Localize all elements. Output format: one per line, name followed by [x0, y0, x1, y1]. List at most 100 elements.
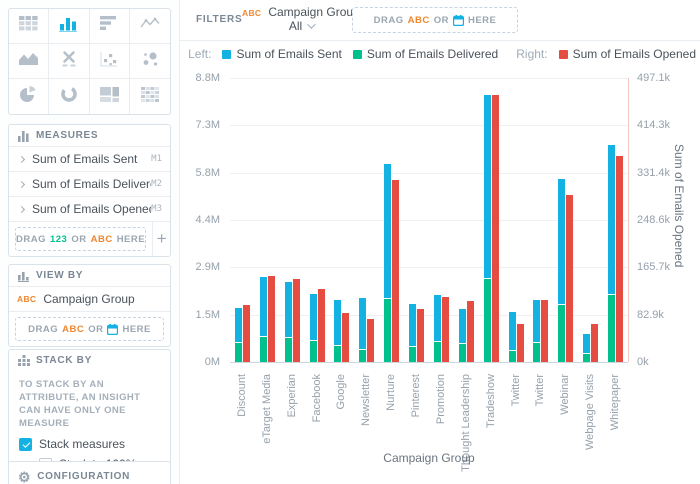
- grid-line: [230, 78, 628, 79]
- bar-sent-8[interactable]: [433, 295, 441, 341]
- picker-treemap[interactable]: [90, 79, 130, 114]
- x-axis-category-label: Promotion: [434, 374, 447, 425]
- bar-opened-14[interactable]: [591, 324, 599, 362]
- legend-right-axis-label: Right:: [516, 47, 548, 61]
- y-axis-tick-left: 2.9M: [195, 261, 220, 274]
- legend-left-axis-label: Left:: [188, 47, 212, 61]
- picker-pie-chart[interactable]: [9, 79, 50, 114]
- add-measure-button[interactable]: +: [152, 222, 170, 256]
- bar-sent-4[interactable]: [334, 299, 342, 345]
- view-by-drop-zone[interactable]: DRAG ABC OR HERE: [15, 317, 164, 341]
- bar-sent-3[interactable]: [309, 294, 317, 340]
- grid-line: [230, 314, 628, 316]
- bar-opened-13[interactable]: [566, 195, 574, 362]
- bar-opened-12[interactable]: [541, 300, 549, 362]
- bar-opened-0[interactable]: [242, 304, 250, 362]
- legend-swatch: [558, 49, 568, 59]
- checkbox-stack-measures[interactable]: Stack measures: [9, 434, 170, 454]
- bar-sent-9[interactable]: [458, 309, 466, 344]
- bar-opened-10[interactable]: [491, 94, 499, 362]
- line-chart-icon: [140, 16, 160, 36]
- picker-bubble-chart[interactable]: [129, 44, 170, 79]
- bar-sent-6[interactable]: [384, 164, 392, 299]
- bar-delivered-11[interactable]: [508, 351, 516, 362]
- bar-sent-14[interactable]: [583, 333, 591, 354]
- right-axis-title: Sum of Emails Opened: [672, 144, 686, 268]
- bar-opened-11[interactable]: [516, 324, 524, 362]
- measure-item-m2[interactable]: Sum of Emails Delivered M2: [9, 171, 170, 196]
- filter-campaign-group[interactable]: ABC Campaign Group: All: [242, 5, 364, 33]
- bar-sent-15[interactable]: [608, 144, 616, 295]
- filters-drop-zone[interactable]: DRAG ABC OR HERE: [352, 7, 518, 33]
- bar-opened-6[interactable]: [392, 179, 400, 362]
- view-by-item-campaign-group[interactable]: ABC Campaign Group: [9, 286, 170, 311]
- picker-donut-chart[interactable]: [49, 79, 90, 114]
- x-axis-category-label: Nurture: [385, 374, 398, 411]
- bar-delivered-6[interactable]: [384, 299, 392, 362]
- bar-opened-15[interactable]: [616, 156, 624, 362]
- y-axis-tick-right: 414.3k: [637, 119, 671, 132]
- bar-delivered-7[interactable]: [409, 346, 417, 362]
- stack-by-section: STACK BY TO STACK BY AN ATTRIBUTE, AN IN…: [8, 349, 171, 481]
- date-icon: [452, 14, 464, 26]
- view-by-header: VIEW BY: [9, 265, 170, 286]
- measures-drop-zone[interactable]: DRAG 123 OR ABC HERE: [15, 227, 147, 251]
- right-axis-line: [628, 78, 629, 362]
- headline-icon: [60, 50, 78, 72]
- bar-delivered-0[interactable]: [234, 343, 242, 362]
- view-by-list: ABC Campaign Group: [9, 286, 170, 311]
- bar-sent-11[interactable]: [508, 312, 516, 350]
- y-axis-tick-right: 248.6k: [637, 214, 671, 226]
- bar-sent-7[interactable]: [409, 304, 417, 346]
- measures-header: MEASURES: [9, 125, 170, 146]
- bar-opened-7[interactable]: [417, 309, 425, 362]
- picker-area-chart[interactable]: [9, 44, 50, 79]
- bar-opened-8[interactable]: [441, 296, 449, 362]
- bar-delivered-3[interactable]: [309, 341, 317, 362]
- bar-delivered-5[interactable]: [359, 350, 367, 362]
- attribute-tag: ABC: [62, 323, 85, 335]
- bar-delivered-4[interactable]: [334, 345, 342, 362]
- x-axis-category-label: Whitepaper: [609, 374, 622, 431]
- picker-scatter-plot[interactable]: [89, 44, 130, 79]
- picker-line-chart[interactable]: [129, 9, 170, 44]
- donut-chart-icon: [60, 85, 78, 108]
- bar-delivered-8[interactable]: [433, 341, 441, 362]
- bar-opened-1[interactable]: [267, 275, 275, 362]
- measure-item-m1[interactable]: Sum of Emails Sent M1: [9, 146, 170, 171]
- x-axis-category-label: Facebook: [310, 374, 323, 423]
- bar-sent-5[interactable]: [359, 298, 367, 349]
- legend-swatch: [222, 49, 232, 59]
- bar-sent-10[interactable]: [483, 94, 491, 279]
- picker-heatmap[interactable]: [130, 79, 170, 114]
- bar-delivered-13[interactable]: [558, 305, 566, 362]
- measures-list: Sum of Emails Sent M1 Sum of Emails Delive…: [9, 146, 170, 221]
- bar-delivered-15[interactable]: [608, 295, 616, 362]
- filter-attribute-name: Campaign Group:: [268, 5, 364, 19]
- bar-sent-0[interactable]: [234, 307, 242, 343]
- measure-item-m3[interactable]: Sum of Emails Opened M3: [9, 196, 170, 221]
- picker-column-chart[interactable]: [49, 9, 90, 44]
- bar-opened-2[interactable]: [292, 279, 300, 362]
- bar-delivered-12[interactable]: [533, 343, 541, 362]
- bar-delivered-14[interactable]: [583, 354, 591, 362]
- picker-headline[interactable]: [49, 44, 90, 79]
- bar-sent-1[interactable]: [259, 276, 267, 336]
- bar-opened-3[interactable]: [317, 288, 325, 362]
- bar-sent-2[interactable]: [284, 282, 292, 337]
- picker-table[interactable]: [9, 9, 50, 44]
- measure-label: Sum of Emails Delivered: [32, 177, 152, 191]
- configuration-header[interactable]: ⚙ CONFIGURATION: [9, 462, 170, 484]
- bar-delivered-9[interactable]: [458, 344, 466, 363]
- bar-delivered-10[interactable]: [483, 279, 491, 362]
- bar-opened-4[interactable]: [342, 313, 350, 362]
- picker-bar-chart[interactable]: [89, 9, 130, 44]
- bar-delivered-1[interactable]: [259, 336, 267, 362]
- bar-sent-13[interactable]: [558, 179, 566, 305]
- bar-sent-12[interactable]: [533, 300, 541, 343]
- view-by-header-label: VIEW BY: [36, 270, 84, 281]
- drop-zone-text: OR: [88, 323, 104, 335]
- bar-opened-9[interactable]: [466, 300, 474, 362]
- bar-delivered-2[interactable]: [284, 337, 292, 362]
- bar-opened-5[interactable]: [367, 319, 375, 362]
